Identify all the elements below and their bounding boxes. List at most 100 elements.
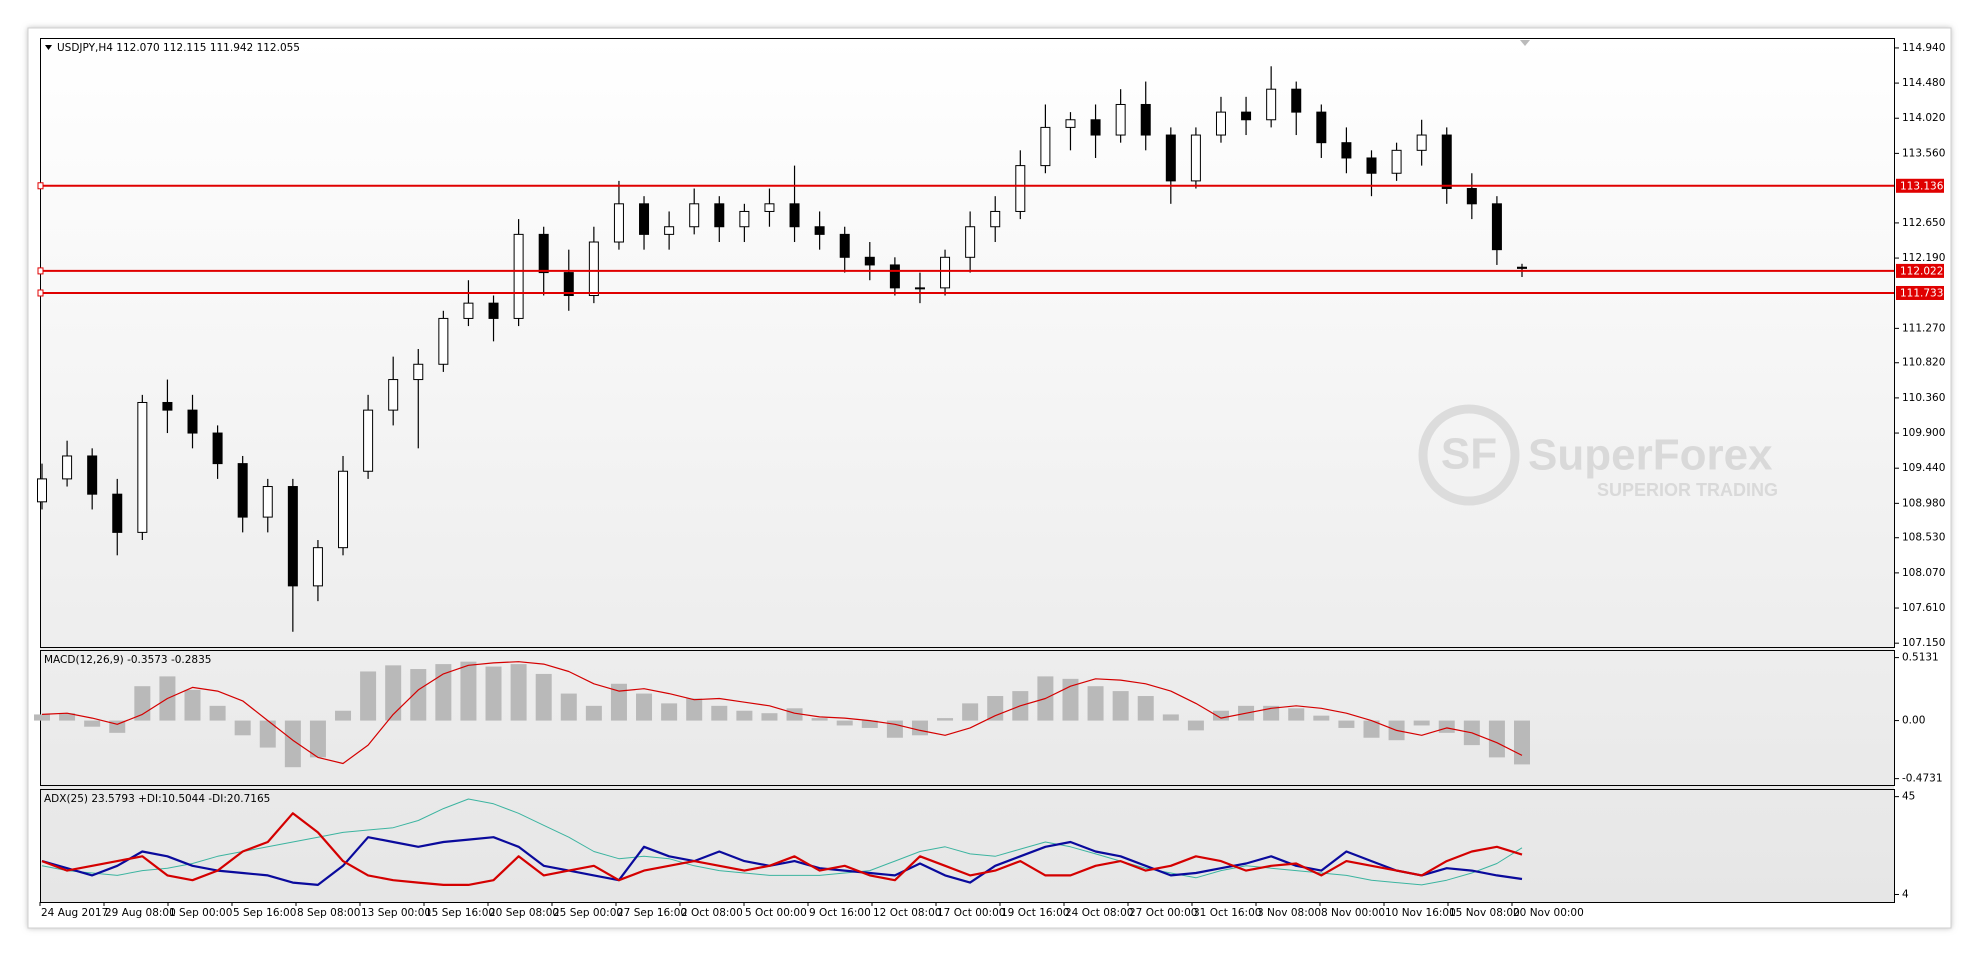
candle-body bbox=[1215, 111, 1226, 136]
macd-bar bbox=[209, 705, 226, 721]
x-tick-label: 5 Sep 16:00 bbox=[233, 907, 296, 919]
x-tick-label: 17 Oct 00:00 bbox=[937, 907, 1005, 919]
macd-bar bbox=[661, 703, 678, 721]
macd-bar bbox=[510, 664, 527, 721]
y-tick-label: 0.5131 bbox=[1902, 652, 1939, 664]
candle-body bbox=[1115, 103, 1126, 136]
candle-body bbox=[62, 455, 73, 480]
candle-body bbox=[1140, 103, 1151, 136]
macd-bar bbox=[1288, 708, 1305, 721]
macd-bar bbox=[836, 720, 853, 726]
price-panel bbox=[40, 38, 1895, 648]
macd-bar bbox=[535, 673, 552, 721]
macd-bar bbox=[911, 720, 928, 736]
candle-body bbox=[613, 203, 624, 243]
candle-body bbox=[1065, 119, 1076, 128]
y-tick-label: 0.00 bbox=[1902, 715, 1925, 727]
candle-body bbox=[1241, 111, 1252, 121]
watermark: SF SuperForex SUPERIOR TRADING bbox=[1418, 404, 1778, 506]
candle-body bbox=[1090, 119, 1101, 136]
macd-bar bbox=[385, 665, 402, 721]
x-tick-label: 3 Nov 08:00 bbox=[1257, 907, 1321, 919]
macd-bar bbox=[610, 683, 627, 721]
level-label: 113.136 bbox=[1900, 180, 1944, 192]
y-tick-label: 114.020 bbox=[1902, 112, 1945, 124]
macd-bar bbox=[711, 705, 728, 721]
candle-body bbox=[714, 203, 725, 228]
macd-bar bbox=[1514, 720, 1530, 765]
candle-body bbox=[639, 203, 650, 235]
macd-bar bbox=[761, 713, 778, 721]
candle-body bbox=[588, 241, 599, 297]
macd-bar bbox=[560, 693, 577, 721]
y-tick-label: 111.270 bbox=[1902, 322, 1945, 334]
candle-body bbox=[37, 478, 47, 503]
y-tick-label: 107.610 bbox=[1902, 602, 1945, 614]
candle-body bbox=[1190, 134, 1201, 182]
adx-title: ADX(25) 23.5793 +DI:10.5044 -DI:20.7165 bbox=[44, 793, 270, 805]
candle-body bbox=[312, 547, 323, 587]
macd-bar bbox=[962, 703, 979, 721]
watermark-logo: SF bbox=[1441, 430, 1497, 479]
price-title: USDJPY,H4 112.070 112.115 111.942 112.05… bbox=[57, 42, 300, 54]
macd-bar bbox=[861, 720, 878, 728]
candle-body bbox=[1441, 134, 1452, 190]
x-tick-label: 15 Sep 16:00 bbox=[425, 907, 495, 919]
macd-bar bbox=[234, 720, 251, 736]
macd-bar bbox=[1112, 691, 1129, 721]
candle-body bbox=[488, 302, 499, 319]
candle-body bbox=[513, 233, 524, 319]
macd-bar bbox=[937, 718, 954, 721]
adx-line bbox=[41, 798, 1523, 886]
macd-bar bbox=[1313, 715, 1330, 721]
y-tick-label: 4 bbox=[1902, 888, 1909, 900]
candle-body bbox=[1391, 149, 1402, 174]
candle-body bbox=[864, 256, 875, 266]
y-tick-label: 113.560 bbox=[1902, 147, 1945, 159]
y-tick-label: 112.650 bbox=[1902, 217, 1945, 229]
y-tick-label: 112.190 bbox=[1902, 252, 1945, 264]
candle-body bbox=[689, 203, 700, 228]
macd-bar bbox=[59, 713, 76, 721]
candle-body bbox=[1366, 157, 1377, 174]
level-handle bbox=[37, 289, 44, 297]
macd-bar bbox=[335, 710, 352, 721]
x-tick-label: 27 Oct 00:00 bbox=[1129, 907, 1197, 919]
candle-body bbox=[1341, 142, 1352, 159]
candle-body bbox=[1491, 203, 1502, 251]
y-tick-label: 109.440 bbox=[1902, 462, 1945, 474]
minus-di-line bbox=[41, 812, 1523, 886]
candle-body bbox=[262, 486, 273, 518]
candle-body bbox=[889, 264, 900, 289]
shift-marker bbox=[1520, 40, 1530, 46]
candle-body bbox=[764, 203, 775, 212]
macd-bar bbox=[1087, 686, 1104, 721]
macd-bar bbox=[460, 661, 477, 721]
candle-body bbox=[162, 401, 173, 411]
candle-body bbox=[814, 226, 825, 235]
macd-bar bbox=[134, 686, 151, 721]
candle-body bbox=[839, 233, 850, 258]
x-tick-label: 8 Sep 08:00 bbox=[297, 907, 360, 919]
macd-signal bbox=[41, 661, 1523, 765]
macd-bar bbox=[1137, 696, 1154, 721]
macd-bar bbox=[410, 669, 427, 721]
macd-bar bbox=[1187, 720, 1204, 731]
candle-body bbox=[538, 233, 549, 274]
candle-body bbox=[338, 470, 349, 549]
candle-body bbox=[413, 363, 424, 381]
level-label-box bbox=[1896, 263, 1944, 278]
candle-body bbox=[463, 302, 474, 319]
macd-bar bbox=[309, 720, 326, 758]
candle-body bbox=[438, 317, 449, 365]
macd-bar bbox=[686, 698, 703, 721]
macd-title: MACD(12,26,9) -0.3573 -0.2835 bbox=[44, 654, 211, 666]
candle-body bbox=[87, 455, 98, 495]
candle-body bbox=[1416, 134, 1427, 151]
x-tick-label: 13 Sep 00:00 bbox=[361, 907, 431, 919]
candle-body bbox=[940, 256, 951, 289]
level-handle bbox=[37, 267, 44, 275]
y-tick-label: 45 bbox=[1902, 791, 1915, 803]
y-tick-label: 114.480 bbox=[1902, 77, 1945, 89]
candle-body bbox=[1466, 188, 1477, 205]
